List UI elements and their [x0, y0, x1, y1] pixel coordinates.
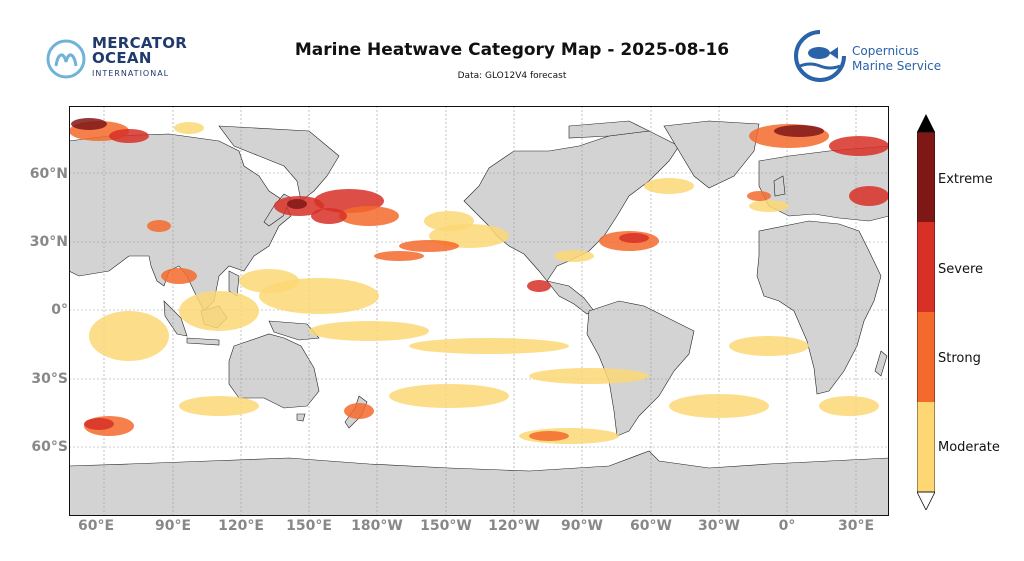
mercator-ocean-logo: MERCATOR OCEAN INTERNATIONAL: [46, 36, 196, 82]
heatwave-patch: [529, 368, 649, 384]
land-tasmania: [296, 413, 306, 422]
colorbar-top-arrow: [917, 114, 935, 132]
heatwave-patch: [409, 338, 569, 354]
logo-right-line1: Copernicus: [852, 44, 919, 58]
mercator-wave-icon: [46, 39, 86, 79]
heatwave-patch: [774, 125, 824, 137]
heatwave-patch: [389, 384, 509, 408]
x-tick-label: 120°W: [488, 518, 540, 534]
x-tick-label: 90°E: [154, 518, 192, 534]
heatwave-patch: [849, 186, 889, 206]
heatwave-patch: [669, 394, 769, 418]
heatwave-patch: [819, 396, 879, 416]
logo-left-line1: MERCATOR: [92, 34, 188, 52]
heatwave-patch: [829, 136, 889, 156]
copernicus-marine-logo: Copernicus Marine Service: [792, 28, 942, 84]
logo-left-line3: INTERNATIONAL: [92, 69, 170, 78]
y-tick-label: 30°S: [31, 371, 68, 387]
heatwave-patch: [179, 396, 259, 416]
heatwave-patch: [424, 211, 474, 231]
legend-severe-label: Severe: [938, 262, 983, 277]
map-subtitle: Data: GLO12V4 forecast: [457, 71, 567, 81]
x-tick-label: 180°W: [351, 518, 403, 534]
logo-right-line2: Marine Service: [852, 59, 942, 73]
x-tick-label: 0°: [778, 518, 796, 534]
land-asia: [69, 133, 292, 312]
colorbar-severe: [917, 222, 935, 312]
heatwave-patch: [161, 268, 197, 284]
land-greenland: [663, 120, 760, 189]
heatwave-patch: [174, 122, 204, 134]
heatwave-patch: [554, 250, 594, 262]
heatwave-patch: [309, 321, 429, 341]
map-frame: [69, 106, 889, 516]
land-australia: [228, 333, 320, 409]
land-madagascar: [874, 350, 888, 377]
colorbar-strong: [917, 312, 935, 402]
x-tick-label: 60°E: [77, 518, 115, 534]
heatwave-patch: [84, 418, 114, 430]
x-tick-label: 120°E: [218, 518, 264, 534]
heatwave-patch: [339, 206, 399, 226]
heatwave-patch: [287, 199, 307, 209]
heatwave-map: [69, 106, 889, 516]
legend-extreme-label: Extreme: [938, 172, 993, 187]
land-masses: [69, 120, 889, 516]
colorbar-extreme: [917, 132, 935, 222]
map-title: Marine Heatwave Category Map - 2025-08-1…: [294, 40, 730, 60]
heatwave-patch: [344, 403, 374, 419]
land-arctic-islands: [568, 120, 651, 139]
x-tick-label: 150°E: [286, 518, 332, 534]
heatwave-patch: [147, 220, 171, 232]
heatwave-patch: [311, 208, 347, 224]
land-north-america: [463, 130, 680, 282]
x-tick-label: 60°W: [630, 518, 672, 534]
heatwave-patches: [69, 118, 889, 444]
colorbar-bottom-arrow: [917, 491, 935, 510]
land-great-britain: [773, 175, 786, 197]
heatwave-patch: [619, 233, 649, 243]
land-africa: [756, 220, 882, 395]
heatwave-patch: [529, 431, 569, 441]
heatwave-patch: [644, 178, 694, 194]
x-tick-label: 150°W: [420, 518, 472, 534]
heatwave-patch: [374, 251, 424, 261]
legend-moderate-label: Moderate: [938, 440, 1000, 455]
y-tick-label: 30°N: [29, 234, 68, 250]
colorbar: [917, 114, 935, 510]
heatwave-patch: [109, 129, 149, 143]
heatwave-patch: [71, 118, 107, 130]
y-tick-label: 60°S: [31, 439, 68, 455]
heatwave-patch: [527, 280, 551, 292]
heatwave-patch: [239, 269, 299, 293]
heatwave-patch: [729, 336, 809, 356]
land-java: [186, 337, 220, 346]
heatwave-patch: [749, 200, 789, 212]
y-tick-label: 60°N: [29, 166, 68, 182]
y-tick-label: 0°: [51, 302, 68, 318]
colorbar-moderate: [917, 402, 935, 492]
x-tick-label: 30°W: [698, 518, 740, 534]
legend-strong-label: Strong: [938, 351, 981, 366]
heatwave-patch: [89, 311, 169, 361]
x-tick-label: 90°W: [561, 518, 603, 534]
logo-left-line2: OCEAN: [92, 49, 152, 67]
copernicus-fish-icon: [794, 30, 846, 82]
x-tick-label: 30°E: [837, 518, 875, 534]
land-antarctica: [69, 450, 889, 516]
heatwave-patch: [399, 240, 459, 252]
heatwave-patch: [747, 191, 771, 201]
heatwave-patch: [179, 291, 259, 331]
